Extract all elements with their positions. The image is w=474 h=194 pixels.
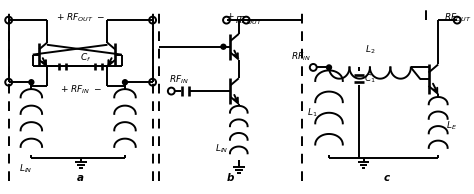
Text: $C_1$: $C_1$ xyxy=(364,72,375,85)
Text: $L_E$: $L_E$ xyxy=(446,120,457,132)
Text: $RF_{IN}$: $RF_{IN}$ xyxy=(169,74,189,86)
Text: $L_{IN}$: $L_{IN}$ xyxy=(216,142,229,154)
Circle shape xyxy=(327,65,331,70)
Text: $L_1$: $L_1$ xyxy=(307,107,317,119)
Text: $C_f$: $C_f$ xyxy=(80,52,91,64)
Text: $RF_{IN}$: $RF_{IN}$ xyxy=(292,51,311,63)
Text: $L_{IN}$: $L_{IN}$ xyxy=(18,163,32,175)
Text: $RF_{OUT}$: $RF_{OUT}$ xyxy=(444,11,471,24)
Text: $RF_{OUT}$: $RF_{OUT}$ xyxy=(235,14,262,27)
Circle shape xyxy=(221,44,226,49)
Text: $+\ -$: $+\ -$ xyxy=(226,11,247,21)
Text: b: b xyxy=(227,173,234,183)
Text: a: a xyxy=(77,173,84,183)
Circle shape xyxy=(122,80,128,85)
Text: $L_2$: $L_2$ xyxy=(365,43,375,56)
Text: c: c xyxy=(383,173,389,183)
Text: $+\ RF_{OUT}\ -$: $+\ RF_{OUT}\ -$ xyxy=(56,11,105,24)
Text: $+\ RF_{IN}\ -$: $+\ RF_{IN}\ -$ xyxy=(60,83,101,96)
Circle shape xyxy=(29,80,34,85)
